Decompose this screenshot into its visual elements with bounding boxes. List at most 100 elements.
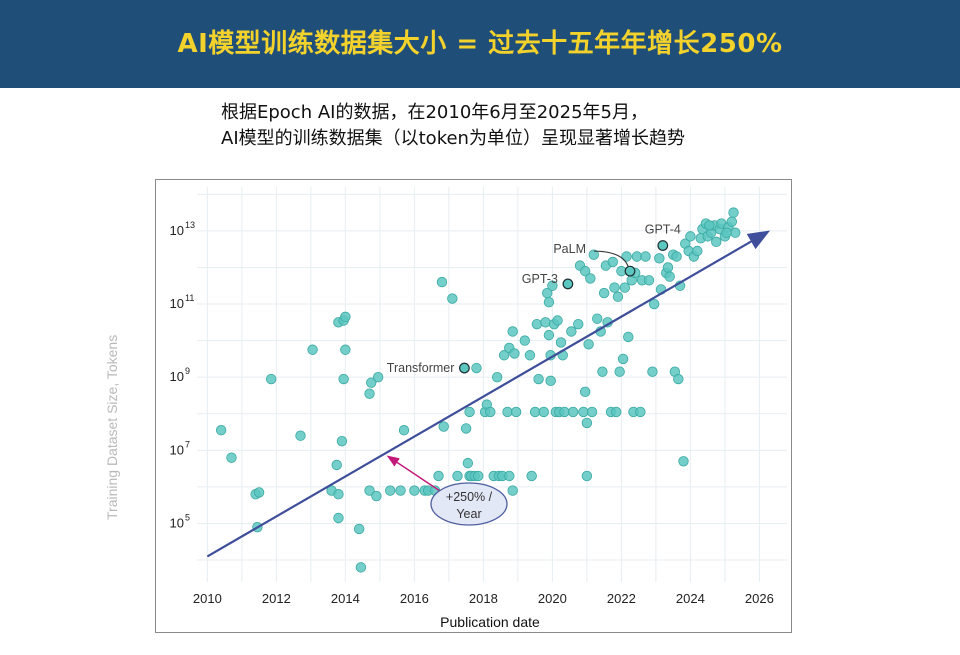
data-points	[215, 207, 741, 573]
data-point	[510, 406, 522, 418]
data-point	[612, 291, 624, 302]
trend-label-line-2: Year	[456, 507, 481, 521]
annotation-label: Transformer	[387, 361, 455, 375]
data-point	[215, 425, 227, 436]
data-point	[547, 280, 558, 291]
data-point	[498, 350, 510, 361]
data-point	[692, 245, 703, 257]
x-tick-label: 2022	[607, 591, 636, 606]
y-tick-label: 10	[170, 223, 184, 238]
data-point	[529, 406, 541, 418]
title-banner: AI模型训练数据集大小 = 过去十五年年增长250%	[0, 0, 960, 88]
data-point	[509, 348, 520, 359]
x-tick-label: 2010	[193, 591, 222, 606]
y-tick-exponent: 5	[185, 512, 190, 522]
data-point	[295, 430, 306, 441]
data-point	[619, 282, 631, 293]
data-point	[578, 406, 589, 418]
data-point	[579, 386, 591, 398]
x-tick-label: 2024	[676, 591, 705, 606]
data-point	[336, 435, 348, 447]
data-point	[538, 406, 549, 418]
data-point	[502, 406, 513, 418]
data-point	[452, 470, 463, 482]
data-point	[581, 417, 593, 429]
data-point	[436, 276, 448, 288]
data-point	[623, 331, 634, 343]
data-point	[447, 293, 458, 304]
trend-label-bubble	[430, 482, 508, 526]
data-point	[581, 470, 593, 482]
data-point	[598, 287, 610, 299]
grid	[197, 187, 787, 582]
data-point	[433, 470, 444, 482]
data-point	[366, 377, 377, 388]
annotation-leader	[594, 250, 629, 267]
data-point	[533, 373, 544, 385]
data-point	[643, 275, 655, 286]
data-point	[711, 236, 722, 248]
subtitle-line-2: AI模型的训练数据集（以token为单位）呈现显著增长趋势	[221, 128, 685, 149]
y-tick-exponent: 7	[185, 439, 190, 449]
data-point	[524, 350, 536, 361]
y-tick-label: 10	[170, 442, 184, 457]
data-point	[398, 425, 410, 436]
data-point	[545, 375, 556, 387]
data-point	[631, 251, 643, 262]
x-axis-label: Publication date	[440, 614, 540, 630]
data-point	[654, 253, 665, 264]
data-point	[609, 282, 620, 293]
data-point	[640, 251, 651, 262]
trend-line	[206, 230, 771, 558]
trend-line-group: +250% / Year	[206, 230, 771, 558]
data-point	[730, 227, 741, 238]
data-point	[573, 318, 584, 330]
data-point	[588, 249, 599, 260]
data-point	[507, 326, 518, 337]
data-point	[253, 487, 265, 498]
data-point	[621, 251, 632, 262]
x-tick-label: 2014	[331, 591, 360, 606]
subtitle-line-1: 根据Epoch AI的数据，在2010年6月至2025年5月，	[221, 102, 648, 123]
data-point	[540, 317, 551, 328]
data-point	[504, 470, 515, 482]
data-point	[647, 366, 658, 377]
y-tick-label: 10	[170, 369, 184, 384]
data-point	[371, 490, 382, 502]
highlighted-point	[624, 265, 636, 277]
trend-label-line-1: +250% /	[446, 490, 493, 504]
data-point	[617, 353, 629, 365]
data-point	[364, 485, 375, 496]
x-tick-label: 2020	[538, 591, 567, 606]
data-point	[333, 489, 344, 500]
data-point	[338, 373, 349, 385]
data-point	[555, 337, 567, 348]
highlighted-point	[562, 278, 574, 290]
data-point	[438, 421, 449, 432]
annotation-label: GPT-3	[522, 272, 558, 286]
annotation-label: GPT-4	[645, 223, 681, 237]
trend-label-pointer	[386, 455, 441, 492]
x-tick-label: 2026	[745, 591, 774, 606]
data-point	[531, 318, 543, 330]
data-point	[704, 220, 715, 231]
data-point	[409, 485, 420, 496]
y-tick-label: 10	[170, 515, 184, 530]
data-point	[559, 406, 570, 418]
data-point	[265, 373, 277, 385]
y-tick-exponent: 13	[185, 220, 195, 230]
data-point	[567, 406, 579, 418]
data-point	[462, 457, 474, 469]
data-point	[611, 406, 622, 418]
annotation-label: PaLM	[553, 242, 586, 256]
x-tick-label: 2012	[262, 591, 291, 606]
data-point	[592, 313, 603, 324]
x-tick-label: 2018	[469, 591, 498, 606]
data-point	[566, 326, 577, 337]
data-point	[671, 251, 682, 262]
data-point	[333, 512, 344, 524]
page-title: AI模型训练数据集大小 = 过去十五年年增长250%	[177, 29, 783, 59]
data-point	[721, 227, 732, 238]
